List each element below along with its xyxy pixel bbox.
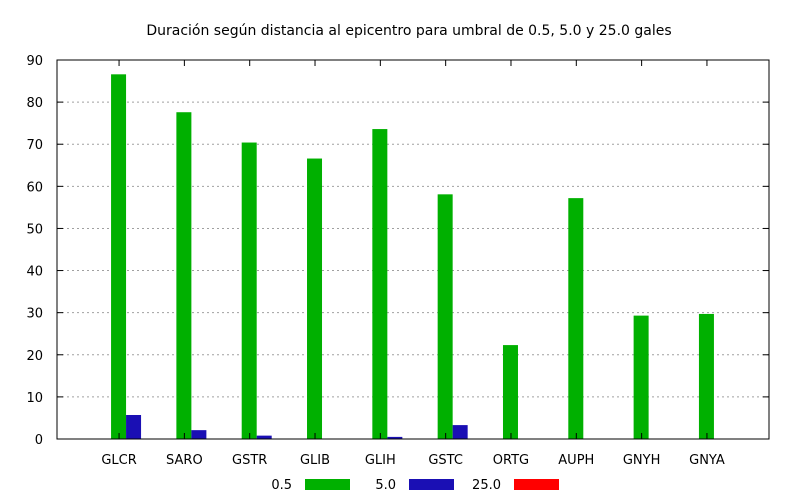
y-tick-label: 50	[26, 222, 43, 237]
bar-gstr-series-1	[241, 142, 257, 439]
bar-gstr-series-2	[256, 435, 272, 439]
bar-glcr-series-2	[126, 414, 142, 439]
bar-auph-series-1	[568, 198, 584, 439]
bar-glih-series-1	[372, 129, 388, 439]
y-axis-ticks: 0 10 20 30 40 50 60 70 80 90	[26, 54, 769, 448]
x-tick-label: GSTR	[232, 453, 267, 468]
bars	[111, 74, 714, 440]
x-tick-label: GNYA	[689, 453, 725, 468]
legend-label: 25.0	[472, 478, 501, 493]
y-tick-label: 60	[26, 180, 43, 195]
legend-label: 0.5	[271, 478, 292, 493]
x-tick-label: AUPH	[558, 453, 594, 468]
plot-frame	[56, 59, 770, 440]
y-tick-label: 30	[26, 307, 43, 322]
y-tick-label: 0	[35, 433, 43, 448]
x-tick-label: GLCR	[101, 453, 136, 468]
grid-lines	[57, 101, 769, 398]
bar-gnya-series-1	[698, 313, 714, 439]
legend-swatch	[305, 479, 350, 490]
bar-gnyh-series-1	[633, 315, 649, 439]
y-tick-label: 90	[26, 54, 43, 69]
bar-saro-series-1	[176, 112, 192, 440]
x-tick-label: GLIH	[365, 453, 396, 468]
bar-glcr-series-1	[111, 74, 127, 439]
chart-title: Duración según distancia al epicentro pa…	[146, 23, 671, 39]
y-tick-label: 20	[26, 349, 43, 364]
x-tick-label: SARO	[166, 453, 203, 468]
bar-glih-series-2	[387, 436, 403, 439]
bar-saro-series-2	[191, 430, 207, 439]
legend-swatch	[514, 479, 559, 490]
x-tick-label: GSTC	[428, 453, 463, 468]
bar-gstc-series-2	[452, 425, 468, 439]
y-tick-label: 80	[26, 96, 43, 111]
y-tick-label: 70	[26, 138, 43, 153]
x-tick-label: GNYH	[623, 453, 661, 468]
legend-label: 5.0	[375, 478, 396, 493]
x-tick-label: ORTG	[493, 453, 529, 468]
bar-gstc-series-1	[437, 194, 453, 439]
y-tick-label: 10	[26, 391, 43, 406]
legend-swatch	[409, 479, 454, 490]
legend: 0.5 5.0 25.0	[271, 478, 559, 493]
x-axis-ticks: GLCR SARO GSTR GLIB GLIH GSTC ORTG AUPH GNYH GNYA	[101, 60, 725, 468]
bar-glib-series-1	[307, 158, 323, 440]
x-tick-label: GLIB	[300, 453, 330, 468]
bar-ortg-series-1	[502, 345, 518, 439]
y-tick-label: 40	[26, 265, 43, 280]
